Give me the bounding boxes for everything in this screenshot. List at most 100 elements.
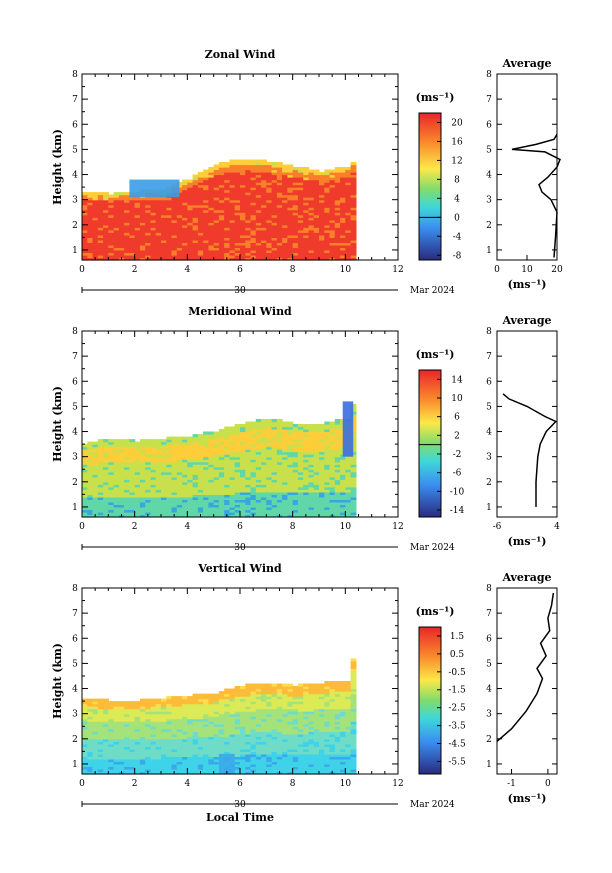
field-cell [97, 244, 104, 248]
field-cell [350, 429, 357, 433]
field-cell [234, 514, 241, 518]
field-cell [308, 494, 315, 498]
field-cell [187, 466, 194, 470]
field-cell [287, 219, 294, 223]
field-cell [261, 736, 267, 740]
field-cell [197, 716, 204, 720]
colorbar-unit: (ms⁻¹) [416, 91, 455, 104]
field-cell [229, 479, 236, 483]
field-cell [92, 441, 99, 445]
field-cell [82, 769, 88, 773]
field-cell [192, 446, 199, 450]
field-cell [340, 219, 346, 223]
field-cell [229, 257, 236, 261]
field-cell [182, 192, 188, 196]
field-cell [324, 169, 331, 173]
field-cell [145, 199, 152, 203]
panel-title: Zonal Wind [205, 48, 276, 61]
field-cell [197, 751, 204, 755]
field-cell [150, 242, 157, 246]
field-cell [155, 242, 162, 246]
field-cell [176, 234, 183, 238]
field-cell [218, 257, 225, 261]
field-cell [92, 491, 99, 495]
field-cell [134, 479, 141, 483]
field-cell [308, 471, 315, 475]
field-cell [313, 474, 320, 478]
field-cell [218, 703, 225, 707]
field-cell [261, 237, 267, 241]
field-cell [197, 239, 204, 243]
field-cell [340, 471, 346, 475]
field-cell [245, 726, 252, 730]
field-cell [203, 698, 209, 702]
field-cell [234, 439, 241, 443]
field-cell [245, 512, 252, 516]
field-cell [255, 471, 262, 475]
field-cell [340, 491, 346, 495]
field-cell [292, 247, 299, 251]
field-cell [113, 474, 120, 478]
field-cell [276, 484, 283, 488]
field-cell [240, 229, 246, 233]
field-cell [250, 234, 257, 238]
field-cell [261, 693, 267, 697]
field-cell [87, 229, 94, 233]
field-cell [82, 209, 88, 213]
field-cell [187, 194, 194, 198]
field-cell [340, 182, 346, 186]
field-cell [271, 464, 278, 468]
field-cell [218, 751, 225, 755]
field-cell [271, 179, 278, 183]
field-cell [340, 512, 346, 516]
field-cell [161, 698, 167, 702]
field-cell [308, 481, 315, 485]
field-cell [240, 456, 246, 460]
field-cell [350, 489, 357, 493]
field-cell [161, 726, 167, 730]
field-cell [229, 199, 236, 203]
field-cell [282, 484, 288, 488]
field-cell [255, 474, 262, 478]
field-cell [145, 481, 152, 485]
field-cell [297, 441, 304, 445]
field-cell [87, 721, 94, 725]
field-cell [303, 496, 310, 500]
field-cell [224, 167, 231, 171]
field-cell [276, 479, 283, 483]
field-cell [229, 431, 236, 435]
field-cell [103, 751, 109, 755]
field-cell [329, 189, 336, 193]
field-cell [203, 252, 209, 256]
field-cell [161, 469, 167, 473]
field-cell [87, 771, 94, 775]
field-cell [203, 454, 209, 458]
field-cell [224, 431, 231, 435]
field-cell [97, 514, 104, 518]
field-cell [224, 202, 231, 206]
field-cell [218, 509, 225, 513]
field-cell [171, 207, 178, 211]
field-cell [176, 224, 183, 228]
field-cell [103, 486, 109, 490]
field-cell [203, 741, 209, 745]
field-cell [271, 466, 278, 470]
field-cell [255, 459, 262, 463]
field-cell [82, 718, 88, 722]
field-cell [134, 244, 141, 248]
field-cell [134, 257, 141, 261]
field-cell [192, 461, 199, 465]
field-cell [118, 237, 125, 241]
field-cell [171, 494, 178, 498]
field-cell [250, 466, 257, 470]
field-cell [145, 249, 152, 253]
field-cell [303, 247, 310, 251]
field-cell [161, 461, 167, 465]
field-cell [297, 499, 304, 503]
field-cell [218, 486, 225, 490]
field-cell [313, 182, 320, 186]
field-cell [266, 512, 273, 516]
field-cell [155, 711, 162, 715]
field-cell [213, 212, 220, 216]
